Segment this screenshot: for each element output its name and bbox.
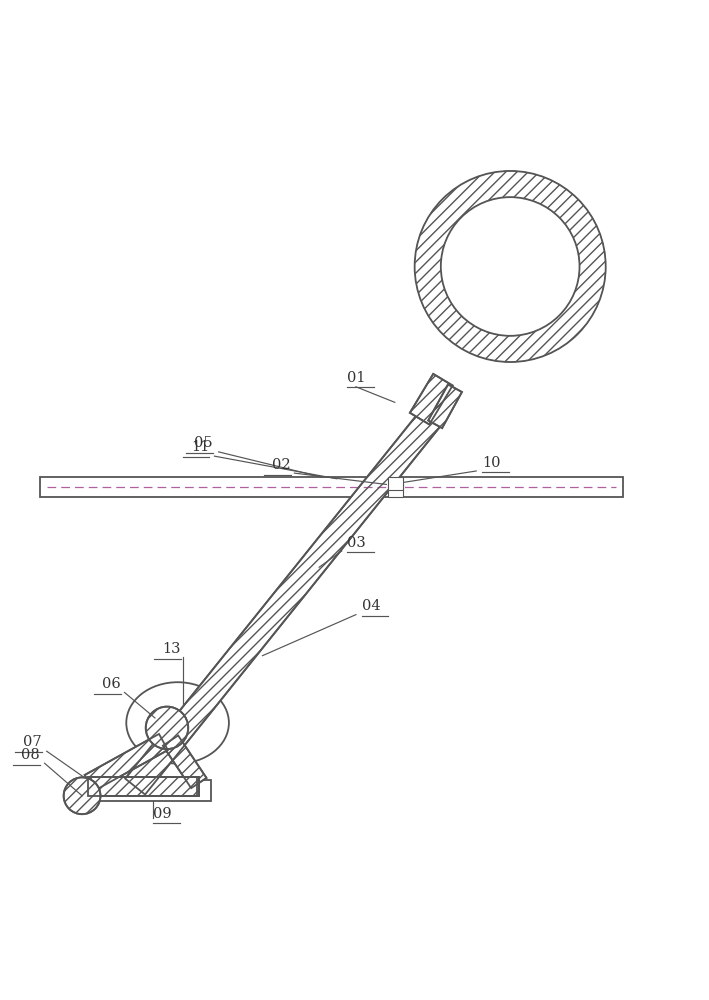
Polygon shape (91, 777, 196, 796)
Circle shape (64, 777, 101, 814)
Text: 02: 02 (272, 458, 291, 472)
Polygon shape (125, 404, 446, 795)
Text: 08: 08 (21, 748, 40, 762)
Text: 03: 03 (347, 536, 366, 550)
Bar (389, 484, 403, 497)
Text: 07: 07 (23, 735, 42, 749)
Text: 06: 06 (102, 677, 121, 691)
Circle shape (441, 197, 579, 336)
Text: 09: 09 (153, 807, 172, 821)
Text: 05: 05 (194, 436, 213, 450)
Polygon shape (428, 384, 462, 428)
Polygon shape (84, 734, 168, 791)
Circle shape (146, 707, 188, 749)
Bar (75, 780, 211, 801)
Polygon shape (163, 735, 206, 788)
Text: 13: 13 (162, 642, 181, 656)
Circle shape (415, 171, 605, 362)
Text: 01: 01 (347, 371, 366, 385)
Polygon shape (88, 777, 199, 796)
Polygon shape (410, 374, 452, 424)
Bar (389, 477, 403, 490)
Text: 10: 10 (482, 456, 501, 470)
Text: 11: 11 (191, 440, 209, 454)
Bar (40, 477, 623, 497)
Text: 04: 04 (362, 599, 380, 613)
